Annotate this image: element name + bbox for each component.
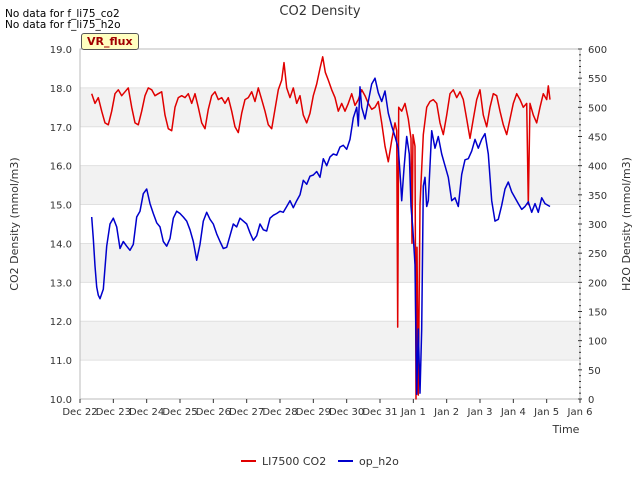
y-tick-label: 11.0: [50, 356, 72, 367]
x-axis-label: Time: [552, 423, 580, 436]
no-data-note-co2: No data for f_li75_co2: [5, 8, 120, 20]
y-tick-label: 13.0: [50, 278, 72, 289]
right-y-axis: 0 50 100 150 200 250 300 350 400 450 500 550 600: [578, 45, 607, 406]
x-tick-label: Dec 28: [262, 407, 297, 418]
x-tick-label: Dec 23: [96, 407, 131, 418]
y2-axis-label: H2O Density (mmol/m3): [620, 157, 633, 291]
y-tick-label: 17.0: [50, 123, 72, 134]
legend-label-h2o: op_h2o: [359, 455, 399, 468]
series-line-co2: [90, 56, 551, 400]
x-tick-label: Jan 4: [500, 407, 526, 418]
y2-tick-label: 0: [588, 395, 594, 406]
y2-tick-label: 500: [588, 103, 607, 114]
y2-tick-label: 150: [588, 308, 607, 319]
x-tick-label: Dec 22: [62, 407, 97, 418]
band-3: [80, 87, 580, 127]
y2-tick-label: 450: [588, 133, 607, 144]
left-y-axis: 10.0 11.0 12.0 13.0 14.0 15.0 16.0 17.0 18.0 19.0: [50, 45, 72, 406]
y2-tick-label: 550: [588, 74, 607, 85]
x-tick-label: Jan 2: [433, 407, 459, 418]
chart-title: CO2 Density: [279, 4, 360, 19]
legend: LI7500 CO2 op_h2o: [241, 455, 399, 468]
y2-tick-label: 300: [588, 220, 607, 231]
series-line-h2o: [90, 77, 551, 396]
y-axis-label: CO2 Density (mmol/m3): [8, 157, 21, 290]
legend-label-co2: LI7500 CO2: [262, 455, 326, 468]
x-tick-label: Dec 24: [129, 407, 164, 418]
y2-tick-label: 250: [588, 249, 607, 260]
y2-tick-label: 400: [588, 162, 607, 173]
y2-tick-label: 350: [588, 191, 607, 202]
band-2: [80, 165, 580, 205]
y2-tick-label: 50: [588, 366, 601, 377]
x-tick-label: Jan 5: [533, 407, 559, 418]
series-lines: [90, 56, 551, 400]
x-tick-label: Dec 31: [362, 407, 397, 418]
y2-tick-label: 100: [588, 337, 607, 348]
y-tick-label: 15.0: [50, 201, 72, 212]
x-tick-label: Jan 1: [400, 407, 426, 418]
no-data-note-h2o: No data for f_li75_h2o: [5, 19, 121, 31]
x-tick-label: Jan 3: [467, 407, 493, 418]
vr-flux-badge: VR_flux: [81, 33, 139, 50]
x-tick-label: Dec 30: [329, 407, 364, 418]
band-0: [80, 321, 580, 361]
y2-tick-label: 600: [588, 45, 607, 56]
y-tick-label: 14.0: [50, 239, 72, 250]
x-tick-label: Dec 27: [229, 407, 264, 418]
x-tick-label: Dec 25: [162, 407, 197, 418]
x-tick-label: Dec 26: [196, 407, 231, 418]
y-tick-label: 12.0: [50, 317, 72, 328]
y-tick-label: 18.0: [50, 84, 72, 95]
y-tick-label: 10.0: [50, 395, 72, 406]
x-tick-label: Dec 29: [296, 407, 331, 418]
band-1: [80, 243, 580, 283]
y2-tick-label: 200: [588, 278, 607, 289]
y-tick-label: 19.0: [50, 45, 72, 56]
x-tick-label: Jan 6: [567, 407, 593, 418]
y-tick-label: 16.0: [50, 162, 72, 173]
